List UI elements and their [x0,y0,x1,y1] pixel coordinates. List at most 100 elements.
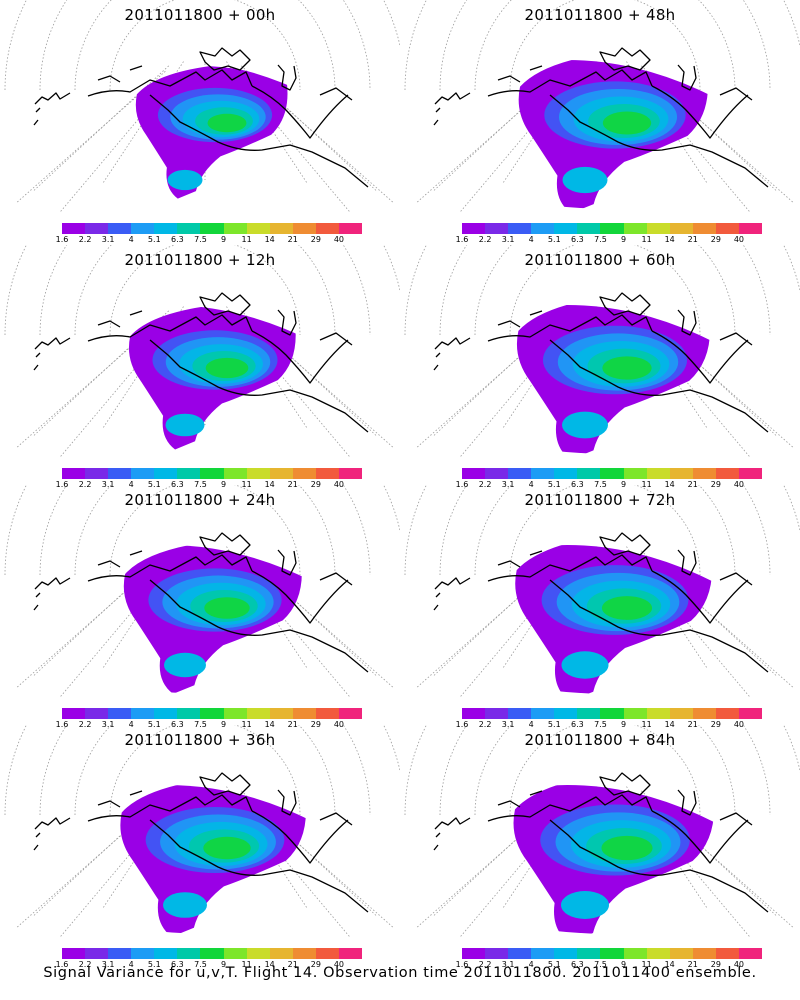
colorbar-swatch [485,468,509,479]
polar-stereographic-map [404,0,800,214]
colorbar-label: 3.1 [101,960,115,969]
colorbar-label: 7.5 [594,960,607,969]
colorbar-label: 1.6 [55,960,69,969]
colorbar-swatch [646,948,670,959]
colorbar-swatch [692,948,716,959]
colorbar-swatch [577,223,601,234]
colorbar-swatch [85,948,109,959]
colorbar-label: 6.3 [571,235,584,244]
colorbar [62,468,363,479]
colorbar-swatch [554,948,578,959]
colorbar-swatch [108,948,132,959]
colorbar [462,948,763,959]
colorbar-swatch [623,468,647,479]
colorbar-label: 2.2 [478,720,492,729]
colorbar-label: 3.1 [101,720,115,729]
colorbar-swatch [269,948,293,959]
colorbar-swatch [269,468,293,479]
colorbar-label: 3.1 [501,720,515,729]
colorbar-swatch [315,468,339,479]
colorbar-label: 1.6 [55,720,69,729]
colorbar-label: 14 [664,720,675,729]
colorbar-label: 29 [710,235,721,244]
colorbar-swatch [715,708,739,719]
colorbar-swatch [462,948,486,959]
colorbar-swatch [692,223,716,234]
colorbar-label: 3.1 [501,960,515,969]
colorbar-label: 21 [687,480,698,489]
colorbar-swatch [269,708,293,719]
colorbar-swatch [315,948,339,959]
colorbar-swatch [485,223,509,234]
colorbar-label: 1.6 [55,235,69,244]
colorbar-label: 21 [287,480,298,489]
colorbar [462,708,763,719]
colorbar-label: 29 [310,720,321,729]
colorbar-label: 2.2 [78,720,92,729]
colorbar-swatch [269,223,293,234]
colorbar-label: 11 [241,960,252,969]
colorbar-label: 40 [333,720,345,729]
colorbar-label: 11 [641,960,652,969]
colorbar-label: 2.2 [78,235,92,244]
colorbar-swatch [531,708,555,719]
colorbar-label: 14 [664,480,675,489]
colorbar-swatch [62,468,86,479]
forecast-panel: 2011011800 + 00h 1.6 2.2 3.1 4 5.1 6.3 7.5 9 11 14… [0,0,400,245]
colorbar-label: 5.1 [547,235,561,244]
colorbar-label: 7.5 [594,720,607,729]
colorbar-swatch [131,223,155,234]
colorbar-swatch [154,708,178,719]
colorbar-swatch [62,223,86,234]
colorbar-label: 29 [710,720,721,729]
colorbar-swatch [246,468,270,479]
colorbar-labels: 1.6 2.2 3.1 4 5.1 6.3 7.5 9 11 14 21 29 40 [56,235,362,247]
colorbar-label: 6.3 [571,960,584,969]
colorbar-label: 5.1 [147,480,161,489]
colorbar-swatch [531,468,555,479]
colorbar-swatch [223,708,247,719]
colorbar-label: 1.6 [55,480,69,489]
panel-title: 2011011800 + 60h [524,251,676,269]
variance-field [120,784,306,934]
colorbar-swatch [200,948,224,959]
colorbar-label: 14 [664,960,675,969]
colorbar-swatch [554,468,578,479]
variance-field [518,59,708,209]
colorbar-label: 5.1 [547,960,561,969]
colorbar-swatch [223,468,247,479]
coastlines [433,772,769,913]
colorbar-swatch [223,948,247,959]
panel-title: 2011011800 + 00h [124,6,276,24]
colorbar-swatch [692,468,716,479]
colorbar-swatch [246,223,270,234]
coastlines [33,772,369,913]
colorbar-label: 1.6 [455,960,469,969]
colorbar-label: 40 [733,720,745,729]
colorbar-label: 1.6 [455,720,469,729]
colorbar-label: 6.3 [171,480,184,489]
colorbar-label: 40 [733,960,745,969]
colorbar-swatch [85,468,109,479]
colorbar-swatch [85,223,109,234]
colorbar-label: 1.6 [455,235,469,244]
colorbar-swatch [223,223,247,234]
forecast-panel: 2011011800 + 84h 1.6 2.2 3.1 4 5.1 6.3 7.5 9 11 14… [400,725,800,970]
variance-field [128,305,296,450]
colorbar-swatch [108,223,132,234]
colorbar-swatch [200,708,224,719]
colorbar-swatch [462,223,486,234]
forecast-panel: 2011011800 + 72h 1.6 2.2 3.1 4 5.1 6.3 7.5 9 11 14… [400,485,800,730]
polar-stereographic-map [4,485,400,699]
colorbar-label: 5.1 [547,720,561,729]
colorbar-label: 4 [528,720,534,729]
polar-stereographic-map [404,245,800,459]
colorbar-label: 40 [333,480,345,489]
colorbar-label: 14 [264,960,275,969]
colorbar-swatch [600,948,624,959]
colorbar-label: 3.1 [501,235,515,244]
colorbar-swatch [292,708,316,719]
colorbar-label: 29 [310,235,321,244]
colorbar-swatch [554,223,578,234]
colorbar-label: 21 [287,235,298,244]
